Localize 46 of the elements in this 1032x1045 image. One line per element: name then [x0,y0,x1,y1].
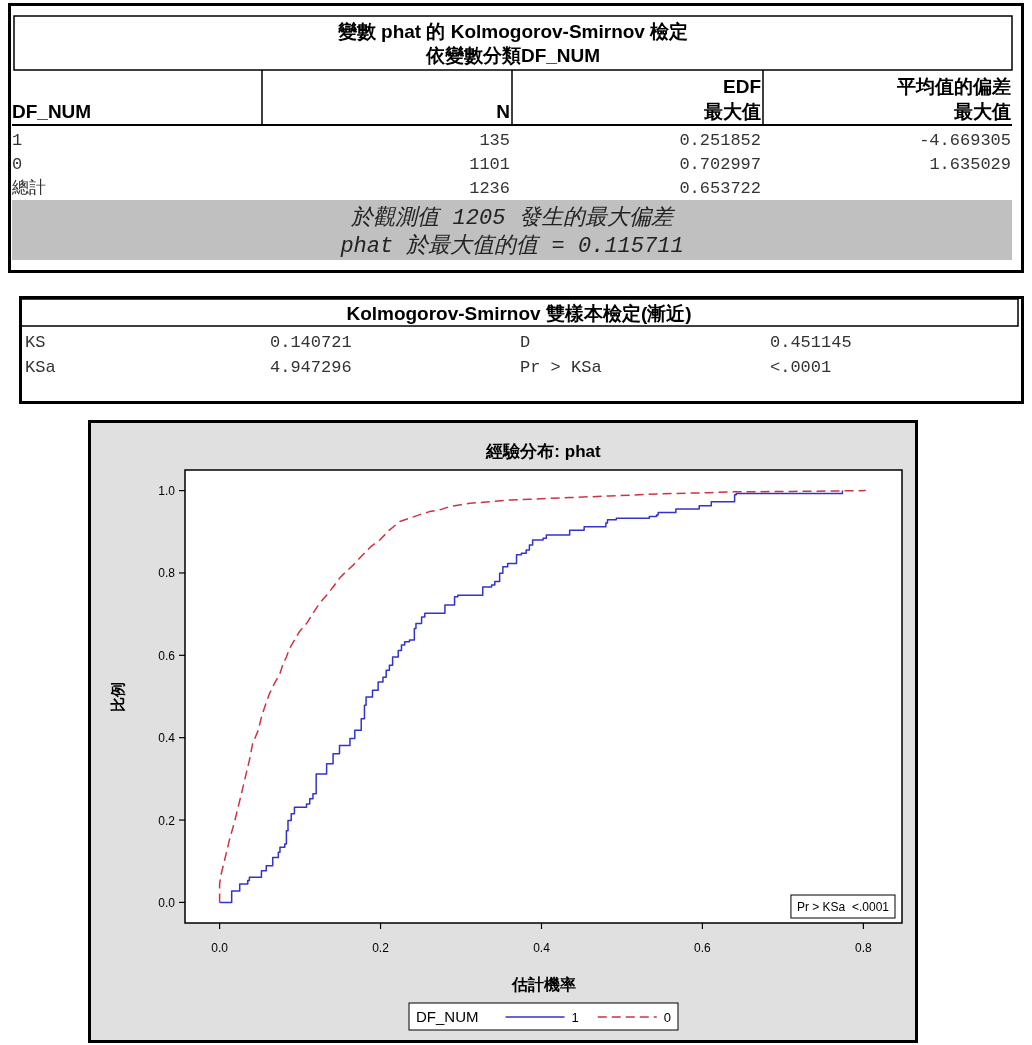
x-tick-label: 0.2 [372,941,390,955]
y-tick-label: 0.0 [158,895,176,910]
x-tick-label: 0.8 [855,941,873,955]
text: 總計 [12,179,46,198]
text: KSa [25,358,56,377]
text: D [520,333,531,352]
y-tick-label: 0.4 [158,731,176,746]
text: KS [25,333,46,352]
y-tick-label: 0.6 [158,648,176,663]
text: phat 於最大值的值 = 0.115711 [339,233,684,259]
text: 0.653722 [679,179,761,198]
category-label: 平均值的偏差最大值 [896,76,1011,122]
chart-title: 經驗分布: phat [485,442,601,461]
text: 0.140721 [270,333,352,352]
y-axis-title: 比例 [109,681,126,712]
text: 1236 [469,179,510,198]
annotation: Pr > KSa <.0001 [796,900,890,914]
text: 1 [12,131,23,150]
legend-label: 1 [571,1010,579,1025]
y-tick-label: 1.0 [158,484,176,499]
text: 0 [12,155,23,174]
y-tick-label: 0.8 [158,566,176,581]
text: 135 [479,131,510,150]
text: 0.251852 [679,131,761,150]
x-tick-label: 0.0 [211,941,229,955]
text: 0.702997 [679,155,761,174]
text: 變數 phat 的 Kolmogorov-Smirnov 檢定 [337,21,689,42]
y-tick-label: 0.2 [158,813,176,828]
legend-title: DF_NUM [416,1008,479,1025]
text: 於觀測值 1205 發生的最大偏差 [350,205,676,231]
text: Pr > KSa [520,358,602,377]
text: 1.635029 [929,155,1011,174]
text: <.0001 [770,358,832,377]
x-tick-label: 0.4 [533,941,551,955]
text: 0.451145 [770,333,852,352]
text: 依變數分類DF_NUM [424,45,601,66]
x-axis-title: 估計機率 [510,975,576,993]
legend-label: 0 [663,1010,671,1025]
x-tick-label: 0.6 [694,941,712,955]
category-label: DF_NUM [12,101,92,122]
category-label: EDF 最大值 [703,76,761,122]
text: Kolmogorov-Smirnov 雙樣本檢定(漸近) [346,303,692,324]
text: -4.669305 [919,131,1011,150]
text: 1101 [469,155,510,174]
text: 4.947296 [270,358,352,377]
category-label: N [496,101,510,122]
